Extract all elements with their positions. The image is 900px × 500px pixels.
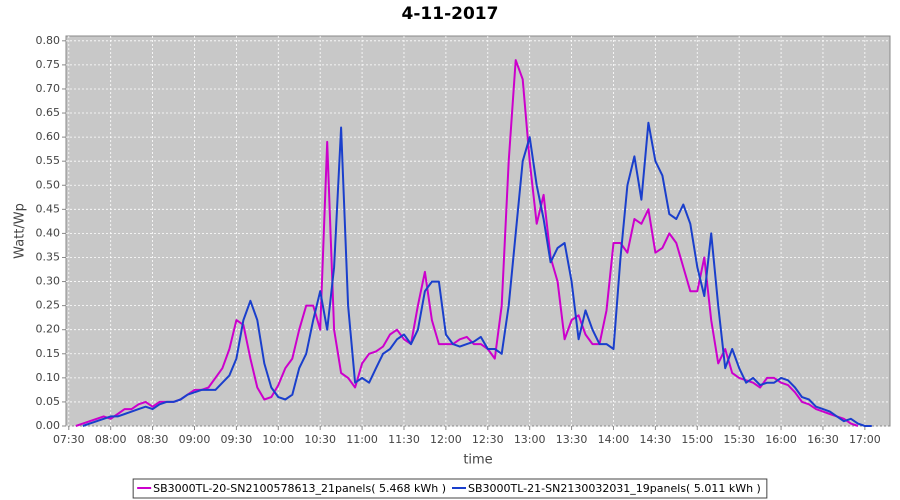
y-tick-label: 0.15	[36, 347, 61, 360]
x-axis-label: time	[463, 453, 492, 468]
plot-area	[65, 35, 891, 427]
y-tick-label: 0.05	[36, 395, 61, 408]
x-tick-label: 13:30	[556, 433, 588, 446]
x-tick-label: 16:00	[765, 433, 797, 446]
y-tick-label: 0.35	[36, 250, 61, 263]
y-tick-label: 0.00	[36, 419, 61, 432]
x-tick-label: 11:00	[346, 433, 378, 446]
y-tick-label: 0.10	[36, 371, 61, 384]
x-tick-label: 12:30	[472, 433, 504, 446]
x-tick-label: 07:30	[53, 433, 85, 446]
y-tick-label: 0.25	[36, 299, 61, 312]
x-tick-label: 16:30	[807, 433, 839, 446]
legend: SB3000TL-20-SN2100578613_21panels( 5.468…	[132, 478, 768, 499]
legend-label: SB3000TL-21-SN2130032031_19panels( 5.011…	[468, 482, 761, 495]
y-tick-label: 0.70	[36, 82, 61, 95]
x-tick-label: 10:30	[304, 433, 336, 446]
y-tick-label: 0.55	[36, 154, 61, 167]
x-tick-label: 13:00	[514, 433, 546, 446]
x-tick-label: 15:00	[681, 433, 713, 446]
chart-title: 4-11-2017	[402, 4, 499, 24]
y-tick-label: 0.60	[36, 130, 61, 143]
y-tick-label: 0.80	[36, 34, 61, 47]
y-tick-label: 0.30	[36, 275, 61, 288]
x-tick-label: 09:30	[221, 433, 253, 446]
y-tick-label: 0.65	[36, 106, 61, 119]
series-line	[82, 121, 872, 427]
x-tick-label: 14:00	[598, 433, 630, 446]
series-line	[75, 59, 859, 427]
x-tick-label: 11:30	[388, 433, 420, 446]
x-tick-label: 12:00	[430, 433, 462, 446]
x-tick-label: 15:30	[723, 433, 755, 446]
y-tick-label: 0.40	[36, 226, 61, 239]
y-tick-label: 0.50	[36, 178, 61, 191]
x-tick-label: 10:00	[262, 433, 294, 446]
y-tick-label: 0.20	[36, 323, 61, 336]
x-tick-label: 08:00	[95, 433, 127, 446]
x-tick-label: 14:30	[640, 433, 672, 446]
x-tick-label: 17:00	[849, 433, 881, 446]
y-tick-label: 0.45	[36, 202, 61, 215]
y-tick-label: 0.75	[36, 58, 61, 71]
x-tick-label: 08:30	[137, 433, 169, 446]
y-axis-label: Watt/Wp	[13, 203, 28, 259]
x-tick-label: 09:00	[179, 433, 211, 446]
legend-label: SB3000TL-20-SN2100578613_21panels( 5.468…	[153, 482, 446, 495]
legend-box	[132, 478, 768, 499]
